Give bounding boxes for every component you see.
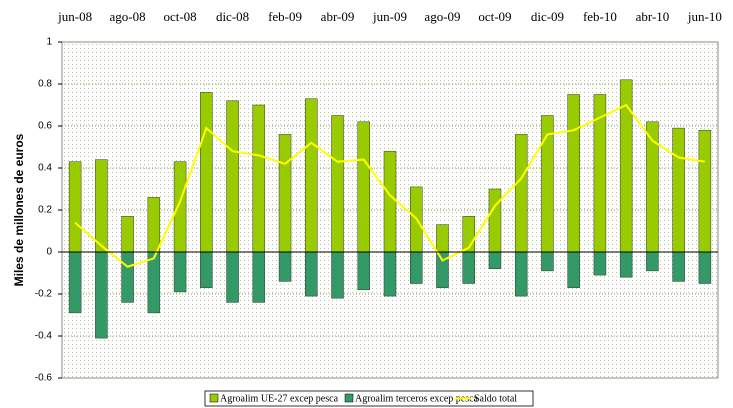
legend-label: Agroalim terceros excep pesca — [355, 393, 479, 404]
bar — [357, 121, 371, 253]
bar — [173, 161, 187, 253]
bar — [541, 251, 554, 272]
bar — [331, 115, 344, 253]
y-tick-label: 0.2 — [38, 205, 52, 216]
bar — [95, 159, 108, 253]
bar — [593, 251, 607, 276]
bar — [488, 188, 502, 253]
bar — [200, 251, 213, 288]
y-tick-label: 0.8 — [38, 79, 52, 90]
y-tick-label: -0.6 — [35, 373, 53, 384]
bar — [147, 251, 161, 314]
bar — [252, 104, 266, 253]
x-tick-label: ago-08 — [110, 9, 146, 24]
x-tick-label: abr-10 — [636, 9, 670, 24]
y-tick-label: 0 — [46, 247, 52, 258]
bar — [698, 129, 712, 253]
bar — [173, 251, 187, 293]
x-tick-label: oct-08 — [163, 9, 196, 24]
bar — [462, 251, 475, 284]
bar — [567, 251, 580, 288]
x-tick-label: ago-09 — [424, 9, 460, 24]
y-tick-label: 0.6 — [38, 121, 52, 132]
x-tick-label: feb-09 — [268, 9, 302, 24]
bar — [226, 251, 239, 303]
legend-swatch — [344, 393, 354, 403]
x-tick-label: jun-08 — [57, 9, 92, 24]
bar — [619, 251, 633, 278]
x-tick-label: abr-09 — [321, 9, 355, 24]
bar — [278, 251, 292, 282]
bar — [672, 127, 685, 253]
y-tick-label: -0.2 — [35, 289, 53, 300]
bar — [95, 251, 108, 339]
legend-label: Agroalim UE-27 excep pesca — [220, 393, 339, 404]
bar — [672, 251, 685, 282]
bar — [68, 161, 82, 253]
legend — [204, 390, 534, 407]
bar — [200, 92, 213, 253]
bar — [331, 251, 344, 299]
x-tick-label: jun-10 — [687, 9, 722, 24]
bar — [514, 134, 528, 253]
bar — [514, 251, 528, 297]
x-tick-label: dic-08 — [216, 9, 249, 24]
y-axis-title: Miles de millones de euros — [12, 133, 26, 286]
y-tick-label: 1 — [46, 37, 52, 48]
bar — [278, 134, 292, 253]
bar — [68, 251, 82, 314]
bar — [252, 251, 266, 303]
bar — [383, 150, 397, 253]
bar — [121, 251, 134, 303]
bar — [409, 251, 423, 284]
y-tick-label: 0.4 — [38, 163, 52, 174]
x-tick-label: dic-09 — [531, 9, 564, 24]
x-tick-label: jun-09 — [372, 9, 407, 24]
bar — [357, 251, 371, 291]
bar — [646, 251, 659, 272]
legend-swatch — [209, 393, 219, 403]
x-tick-label: oct-09 — [478, 9, 511, 24]
bar — [698, 251, 712, 284]
bar — [488, 251, 502, 270]
bar — [147, 197, 161, 253]
bar — [121, 216, 134, 253]
x-tick-label: feb-10 — [583, 9, 617, 24]
y-tick-label: -0.4 — [35, 331, 53, 342]
bar — [305, 98, 318, 253]
legend-box — [204, 390, 534, 407]
bar — [305, 251, 318, 297]
bar — [567, 94, 580, 253]
bar — [383, 251, 397, 297]
bar — [226, 100, 239, 253]
bar — [436, 224, 449, 253]
line — [74, 103, 706, 268]
legend-label: Saldo total — [474, 393, 517, 404]
